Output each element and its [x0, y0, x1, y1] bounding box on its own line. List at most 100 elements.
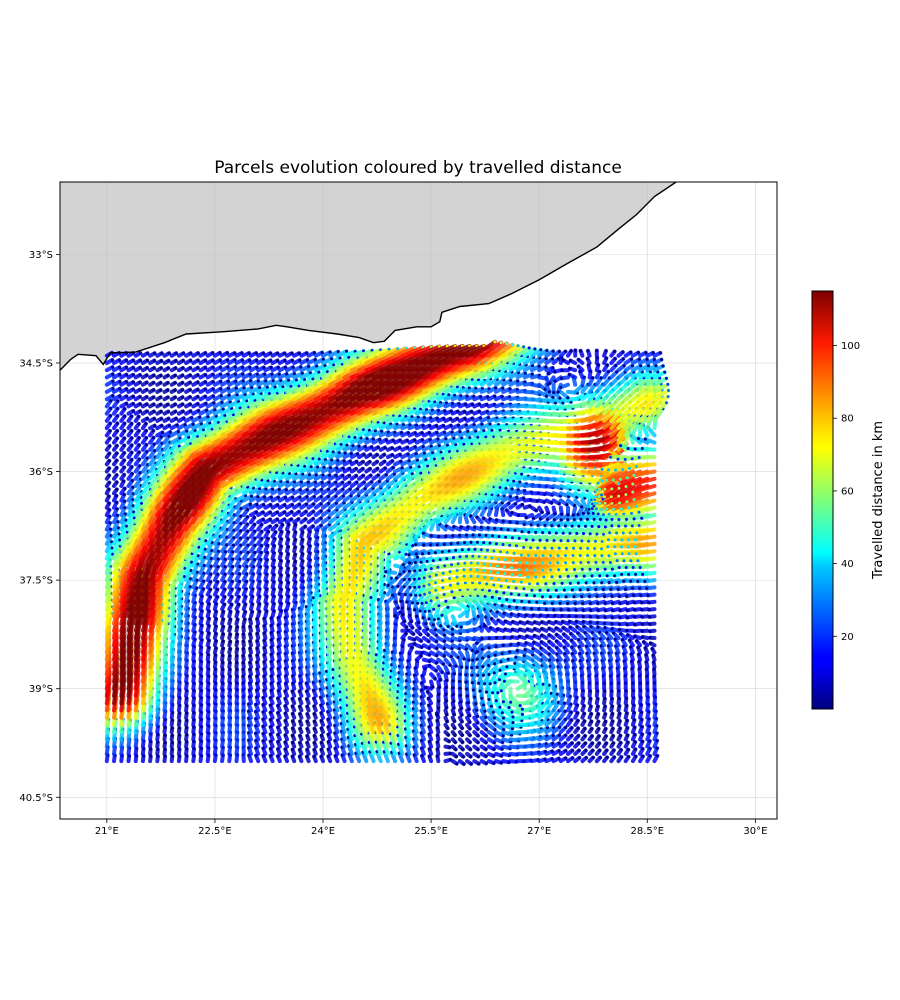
parcel-point	[517, 613, 521, 617]
parcel-point	[570, 588, 574, 592]
parcel-point	[402, 585, 406, 589]
parcel-point	[641, 740, 644, 743]
parcel-point	[648, 615, 652, 619]
parcel-point	[253, 536, 257, 540]
parcel-point	[419, 654, 423, 658]
parcel-point	[520, 719, 524, 722]
parcel-point	[441, 579, 445, 582]
parcel-point	[555, 639, 559, 643]
parcel-point	[393, 614, 397, 618]
parcel-point	[568, 581, 572, 585]
parcel-point	[298, 712, 302, 716]
parcel-point	[513, 661, 517, 665]
parcel-point	[298, 755, 302, 758]
parcel-point	[548, 595, 552, 599]
parcel-point	[418, 593, 422, 597]
parcel-point	[298, 741, 302, 745]
parcel-point	[407, 553, 411, 557]
parcel-point	[574, 620, 578, 624]
parcel-point	[454, 755, 458, 758]
parcel-point	[422, 543, 426, 547]
parcel-trail	[403, 718, 412, 735]
parcel-point	[502, 728, 506, 731]
parcel-point	[583, 741, 587, 745]
parcel-trail	[395, 708, 405, 727]
parcel-point	[260, 537, 264, 541]
parcel-point	[559, 608, 563, 612]
parcel-point	[498, 597, 501, 600]
parcel-point	[591, 756, 595, 760]
parcel-point	[504, 672, 507, 676]
parcel-point	[435, 646, 439, 650]
parcel-point	[627, 755, 630, 759]
parcel-point	[298, 697, 302, 701]
parcel-point	[568, 620, 572, 624]
parcel-trail	[537, 726, 550, 735]
parcel-point	[477, 555, 481, 559]
parcel-point	[228, 617, 232, 621]
parcel-trail	[359, 732, 369, 749]
parcel-point	[483, 709, 487, 713]
parcel-point	[591, 637, 595, 641]
parcel-point	[563, 741, 567, 745]
parcel-point	[163, 733, 167, 737]
parcel-point	[619, 741, 623, 745]
parcel-point	[298, 719, 302, 723]
parcel-point	[458, 680, 462, 683]
parcel-point	[595, 594, 599, 598]
parcel-trail	[387, 687, 398, 706]
parcel-point	[445, 719, 449, 723]
parcel-point	[298, 727, 302, 731]
parcel-point	[403, 593, 407, 596]
parcel-point	[475, 540, 479, 544]
parcel-point	[435, 543, 439, 547]
parcel-point	[442, 628, 446, 632]
parcel-point	[477, 681, 481, 685]
parcel-point	[538, 538, 542, 542]
parcel-point	[436, 565, 440, 569]
parcel-point	[487, 698, 491, 701]
parcel-point	[228, 632, 232, 636]
parcel-point	[458, 555, 462, 559]
parcel-point	[248, 654, 252, 658]
parcel-trail	[365, 721, 376, 742]
parcel-trail	[339, 713, 347, 727]
parcel-point	[437, 699, 440, 703]
parcel-point	[547, 620, 551, 624]
parcel-point	[627, 572, 631, 576]
parcel-point	[313, 727, 316, 731]
parcel-point	[456, 582, 460, 586]
parcel-point	[493, 722, 497, 726]
parcel-point	[522, 606, 526, 610]
parcel-point	[502, 611, 506, 615]
parcel-point	[451, 686, 455, 690]
parcel-point	[241, 625, 245, 629]
parcel-point	[458, 672, 462, 676]
parcel-point	[305, 712, 309, 716]
parcel-point	[319, 755, 323, 758]
parcel-point	[490, 595, 494, 599]
parcel-point	[491, 710, 495, 714]
parcel-trail	[403, 704, 412, 720]
parcel-point	[596, 712, 600, 716]
parcel-point	[649, 641, 653, 645]
parcel-point	[626, 608, 629, 612]
parcel-point	[576, 726, 580, 730]
parcel-point	[569, 710, 573, 714]
parcel-point	[529, 546, 533, 550]
parcel-trail	[351, 700, 362, 720]
parcel-point	[551, 734, 555, 737]
parcel-point	[604, 741, 608, 745]
parcel-point	[293, 545, 297, 549]
parcel-point	[511, 715, 515, 719]
parcel-point	[584, 756, 588, 760]
parcel-point	[283, 733, 287, 737]
parcel-point	[597, 734, 601, 738]
parcel-point	[609, 587, 613, 591]
parcel-point	[475, 714, 479, 718]
parcel-point	[518, 627, 522, 631]
parcel-point	[433, 677, 437, 681]
parcel-point	[476, 727, 480, 731]
parcel-trail	[634, 549, 657, 556]
parcel-point	[487, 664, 491, 667]
